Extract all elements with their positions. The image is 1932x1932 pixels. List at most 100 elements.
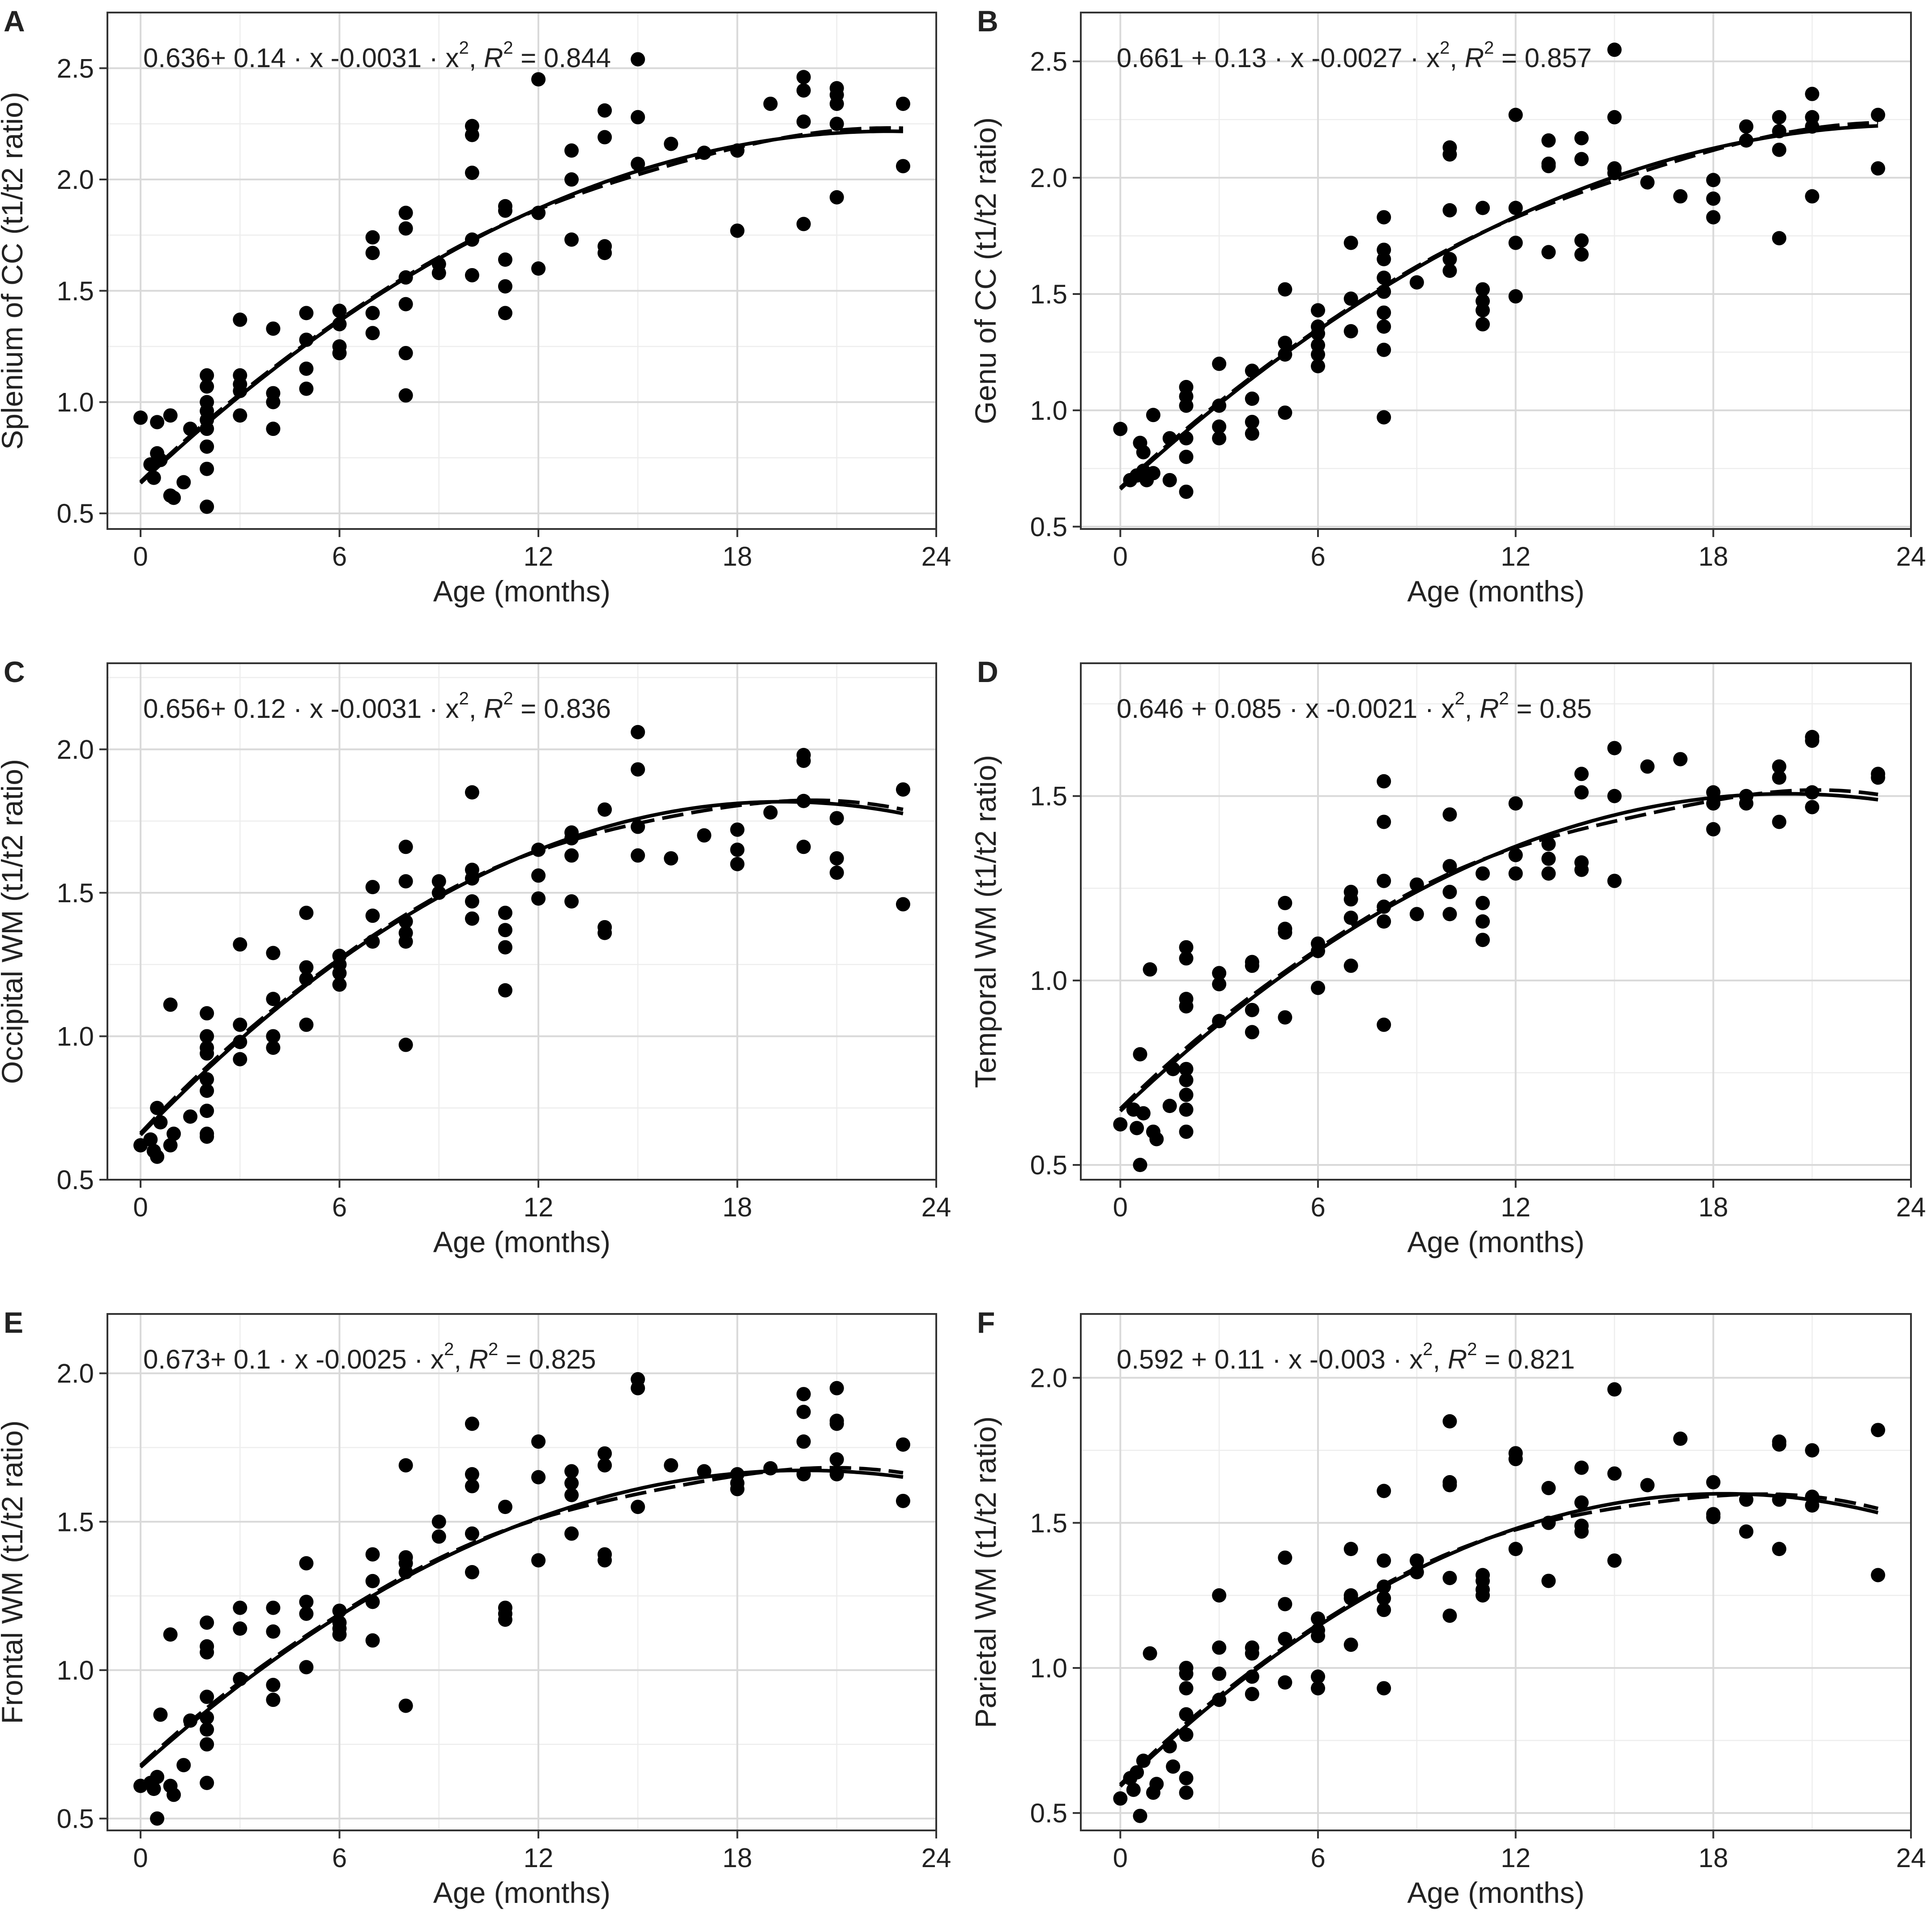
data-point: [1541, 133, 1556, 148]
data-point: [150, 1770, 165, 1784]
data-point: [1476, 914, 1490, 929]
r-squared-value: = 0.825: [498, 1344, 596, 1374]
data-point: [200, 422, 214, 436]
data-point: [176, 475, 191, 490]
data-point: [1278, 1675, 1292, 1690]
data-point: [1311, 359, 1325, 374]
data-point: [1245, 958, 1259, 973]
data-point: [564, 143, 579, 158]
plot-area: [1081, 663, 1911, 1180]
data-point: [796, 1404, 811, 1419]
data-point: [1574, 862, 1589, 877]
data-point: [1377, 410, 1391, 425]
data-point: [200, 1645, 214, 1660]
r-squared-exponent: 2: [1467, 1339, 1477, 1359]
data-point: [1607, 741, 1622, 755]
data-point: [176, 1758, 191, 1773]
data-point: [1166, 1759, 1181, 1774]
data-point: [200, 1722, 214, 1737]
data-point: [730, 143, 745, 158]
data-point: [266, 946, 281, 960]
data-point: [1343, 910, 1358, 925]
data-point: [631, 52, 645, 67]
data-point: [697, 828, 712, 843]
data-point: [498, 983, 512, 998]
r-squared-value: = 0.857: [1494, 43, 1592, 73]
data-point: [1377, 1484, 1391, 1498]
data-point: [1212, 1640, 1227, 1655]
data-point: [730, 223, 745, 238]
data-point: [233, 1035, 247, 1049]
data-point: [266, 321, 281, 336]
data-point: [1409, 907, 1424, 921]
data-point: [365, 908, 380, 923]
x-tick-label: 0: [1113, 1192, 1128, 1222]
data-point: [498, 279, 512, 294]
data-point: [266, 1624, 281, 1639]
data-point: [1377, 874, 1391, 888]
data-point: [1442, 252, 1457, 267]
data-point: [1377, 1579, 1391, 1594]
y-tick-label: 1.5: [1030, 1508, 1067, 1538]
data-point: [1126, 1783, 1141, 1797]
data-point: [1146, 466, 1160, 481]
y-tick-label: 2.0: [57, 734, 94, 764]
data-point: [730, 1482, 745, 1497]
plot-area: [107, 13, 936, 529]
x-tick-label: 0: [1113, 1843, 1128, 1873]
data-point: [796, 1467, 811, 1482]
data-point: [146, 470, 161, 485]
panel-letter: D: [977, 655, 998, 688]
data-point: [1508, 235, 1523, 250]
data-point: [1607, 166, 1622, 180]
data-point: [200, 1775, 214, 1790]
data-point: [1377, 774, 1391, 789]
data-point: [1179, 1073, 1194, 1088]
data-point: [1772, 1437, 1787, 1452]
x-axis-title: Age (months): [433, 1876, 610, 1909]
x-tick-label: 6: [332, 542, 347, 571]
data-point: [365, 326, 380, 341]
data-point: [896, 159, 910, 174]
data-point: [163, 408, 178, 423]
data-point: [1607, 789, 1622, 803]
x-tick-label: 6: [1310, 542, 1325, 571]
data-point: [1871, 1568, 1885, 1582]
data-point: [730, 857, 745, 871]
x-tick-label: 6: [1310, 1192, 1325, 1222]
data-point: [730, 842, 745, 857]
data-point: [299, 306, 314, 320]
data-point: [597, 802, 612, 817]
data-point: [1706, 1510, 1721, 1524]
x-tick-label: 18: [722, 1192, 752, 1222]
data-point: [266, 992, 281, 1007]
data-point: [896, 1437, 910, 1452]
data-point: [1442, 885, 1457, 900]
data-point: [1476, 282, 1490, 297]
data-point: [829, 190, 844, 205]
data-point: [398, 270, 413, 285]
data-point: [796, 793, 811, 808]
data-point: [664, 136, 678, 151]
data-point: [1343, 958, 1358, 973]
y-tick-label: 0.5: [57, 1165, 94, 1195]
data-point: [763, 805, 778, 820]
data-point: [498, 252, 512, 267]
data-point: [1212, 1014, 1227, 1028]
data-point: [1377, 305, 1391, 320]
data-point: [1311, 943, 1325, 958]
data-point: [1377, 914, 1391, 929]
data-point: [1311, 326, 1325, 341]
data-point: [1673, 189, 1688, 204]
data-point: [1245, 391, 1259, 406]
x-tick-label: 12: [1501, 542, 1531, 571]
data-point: [796, 1434, 811, 1449]
data-point: [1508, 200, 1523, 215]
data-point: [1706, 191, 1721, 206]
plot-frame: [107, 1313, 937, 1831]
y-tick-label: 1.0: [1030, 1653, 1067, 1683]
data-point: [1278, 282, 1292, 297]
data-point: [763, 96, 778, 111]
data-point: [1212, 1666, 1227, 1681]
data-point: [332, 966, 347, 981]
